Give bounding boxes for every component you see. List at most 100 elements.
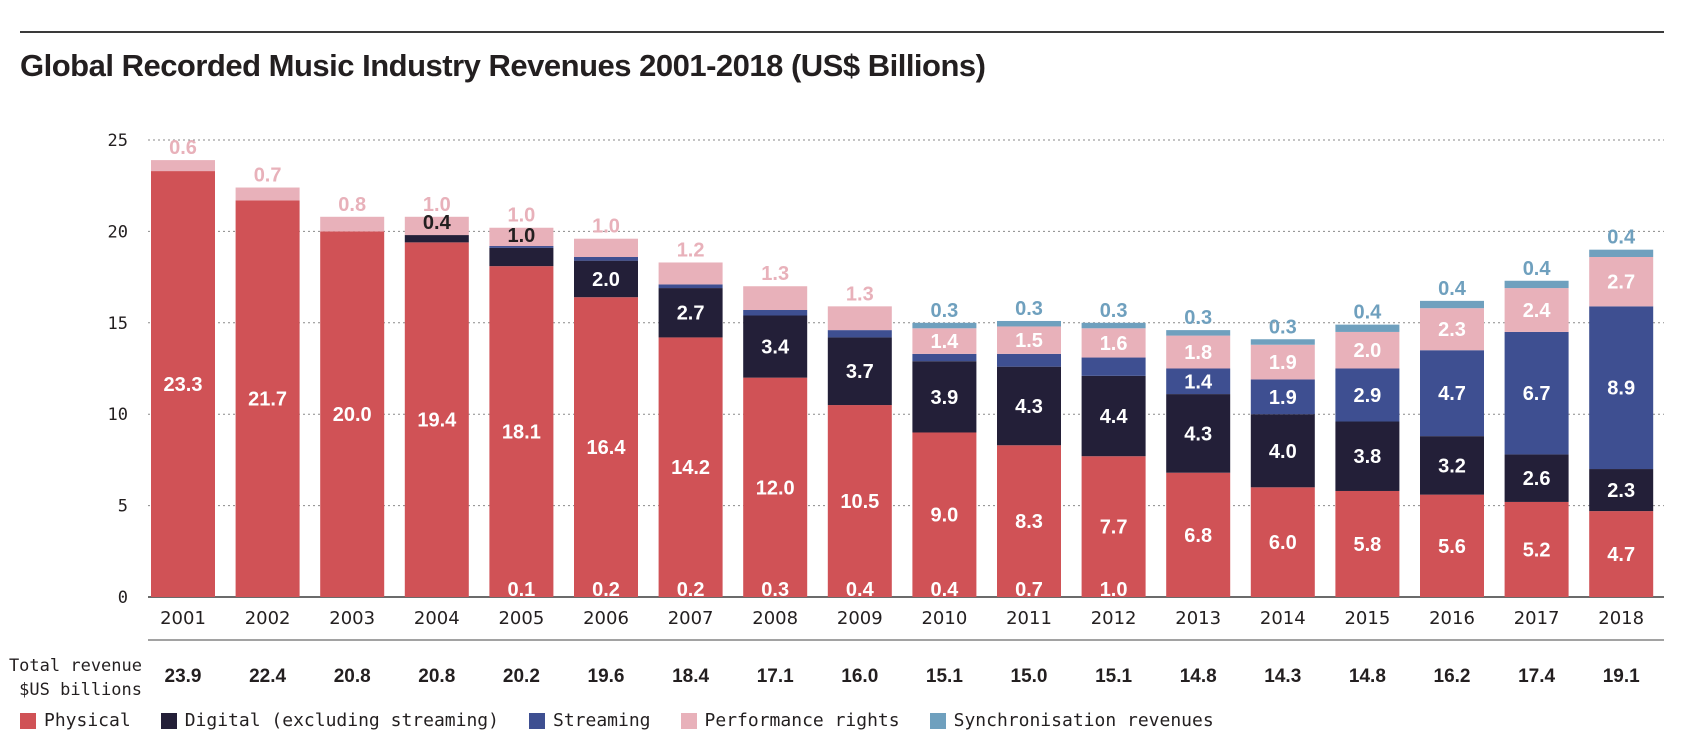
bar-segment-streaming [827,330,892,338]
data-label-performance: 2.0 [1353,340,1381,362]
data-label-streaming: 6.7 [1523,383,1551,405]
x-tick-label: 2014 [1260,608,1306,629]
bar-segment-streaming [658,284,723,289]
total-value: 17.1 [757,666,794,687]
top-rule [20,31,1664,33]
total-value: 14.3 [1264,666,1301,687]
y-tick-label: 25 [108,131,128,151]
bar-segment-physical [489,266,554,597]
x-tick-label: 2003 [329,608,375,629]
bar-segment-sync [1081,322,1146,329]
bar-segment-digital [912,361,977,433]
data-label-physical: 12.0 [756,477,795,499]
bar-segment-streaming [574,256,638,261]
data-label-digital: 4.3 [1184,423,1212,445]
bar-segment-streaming [1335,368,1400,422]
data-label-performance: 1.4 [930,331,959,353]
y-tick-label: 15 [108,314,128,334]
x-tick-label: 2010 [921,608,967,629]
bar-segment-sync [1166,330,1231,336]
data-label-streaming: 0.4 [846,579,875,601]
total-value: 17.4 [1518,666,1555,687]
data-label-performance: 1.0 [592,216,620,238]
data-label-physical: 20.0 [333,404,372,426]
bar-segment-performance [320,216,385,232]
legend: Physical Digital (excluding streaming) Str… [20,710,1244,731]
total-value: 20.2 [503,666,540,687]
data-label-physical: 21.7 [248,389,287,411]
bar-segment-physical [997,445,1061,597]
data-label-streaming: 8.9 [1607,378,1635,400]
x-tick-label: 2018 [1598,608,1644,629]
legend-label-physical: Physical [44,710,131,731]
data-label-physical: 5.2 [1523,539,1551,561]
x-tick-label: 2005 [498,608,544,629]
bar-segment-sync [1420,300,1484,309]
legend-label-digital: Digital (excluding streaming) [184,710,499,731]
bar-segment-physical [235,200,300,597]
bar-segment-streaming [912,353,977,362]
bar-segment-physical [912,432,977,597]
x-tick-label: 2007 [668,608,714,629]
data-label-physical: 14.2 [671,457,710,479]
data-label-digital: 3.4 [761,337,790,359]
bar-segment-performance [1504,288,1569,332]
total-value: 23.9 [165,666,202,687]
bar-segment-streaming [743,310,808,316]
x-tick-label: 2004 [414,608,460,629]
data-label-performance: 0.7 [254,165,282,187]
data-label-performance: 1.3 [846,283,874,305]
x-tick-label: 2013 [1175,608,1221,629]
legend-label-streaming: Streaming [552,710,651,731]
x-tick-label: 2001 [160,608,206,629]
legend-label-performance: Performance rights [704,710,900,731]
data-label-streaming: 1.4 [1184,371,1213,393]
bar-segment-physical [404,242,469,598]
bar-segment-performance [658,262,723,285]
x-tick-label: 2002 [245,608,291,629]
data-label-performance: 2.7 [1607,272,1635,294]
legend-item-digital: Digital (excluding streaming) [160,710,499,731]
bar-segment-performance [1589,256,1654,307]
bar-segment-digital [574,260,638,298]
data-label-streaming: 0.4 [930,579,959,601]
total-value: 22.4 [249,666,286,687]
x-tick-label: 2012 [1091,608,1137,629]
chart-title: Global Recorded Music Industry Revenues … [20,48,986,83]
bar-segment-sync [1335,324,1400,332]
bar-segment-performance [1250,344,1315,380]
total-value: 16.0 [841,666,878,687]
bar-segment-performance [151,160,215,172]
data-label-physical: 18.1 [502,422,541,444]
data-label-performance: 0.6 [169,137,197,159]
data-label-sync: 0.4 [1607,227,1636,249]
data-label-performance: 2.3 [1438,319,1466,341]
data-label-performance: 1.9 [1269,352,1297,374]
bar-segment-physical [1335,490,1400,597]
bar-segment-streaming [1420,350,1484,437]
bar-segment-physical [1504,501,1569,597]
bar-segment-digital [1166,394,1231,473]
legend-swatch-digital [160,712,177,729]
bar-segment-digital [1250,414,1315,488]
x-tick-label: 2008 [752,608,798,629]
bar-segment-sync [1250,339,1315,345]
legend-label-sync: Synchronisation revenues [953,710,1214,731]
bar-segment-digital [1335,421,1400,491]
total-value: 19.1 [1603,666,1640,687]
bar-segment-streaming [1081,357,1146,376]
bar-segment-physical [574,297,638,597]
data-label-digital: 3.7 [846,361,874,383]
data-label-physical: 6.8 [1184,525,1212,547]
data-label-sync: 0.3 [1269,316,1297,338]
bar-segment-physical [1081,456,1146,597]
data-label-sync: 0.3 [930,300,958,322]
legend-swatch-sync [929,712,946,729]
bar-segment-sync [912,322,977,329]
data-label-performance: 1.3 [761,263,789,285]
data-label-streaming: 0.7 [1015,579,1043,601]
total-value: 14.8 [1180,666,1217,687]
data-label-digital: 2.7 [677,303,705,325]
data-label-streaming: 2.9 [1353,385,1381,407]
